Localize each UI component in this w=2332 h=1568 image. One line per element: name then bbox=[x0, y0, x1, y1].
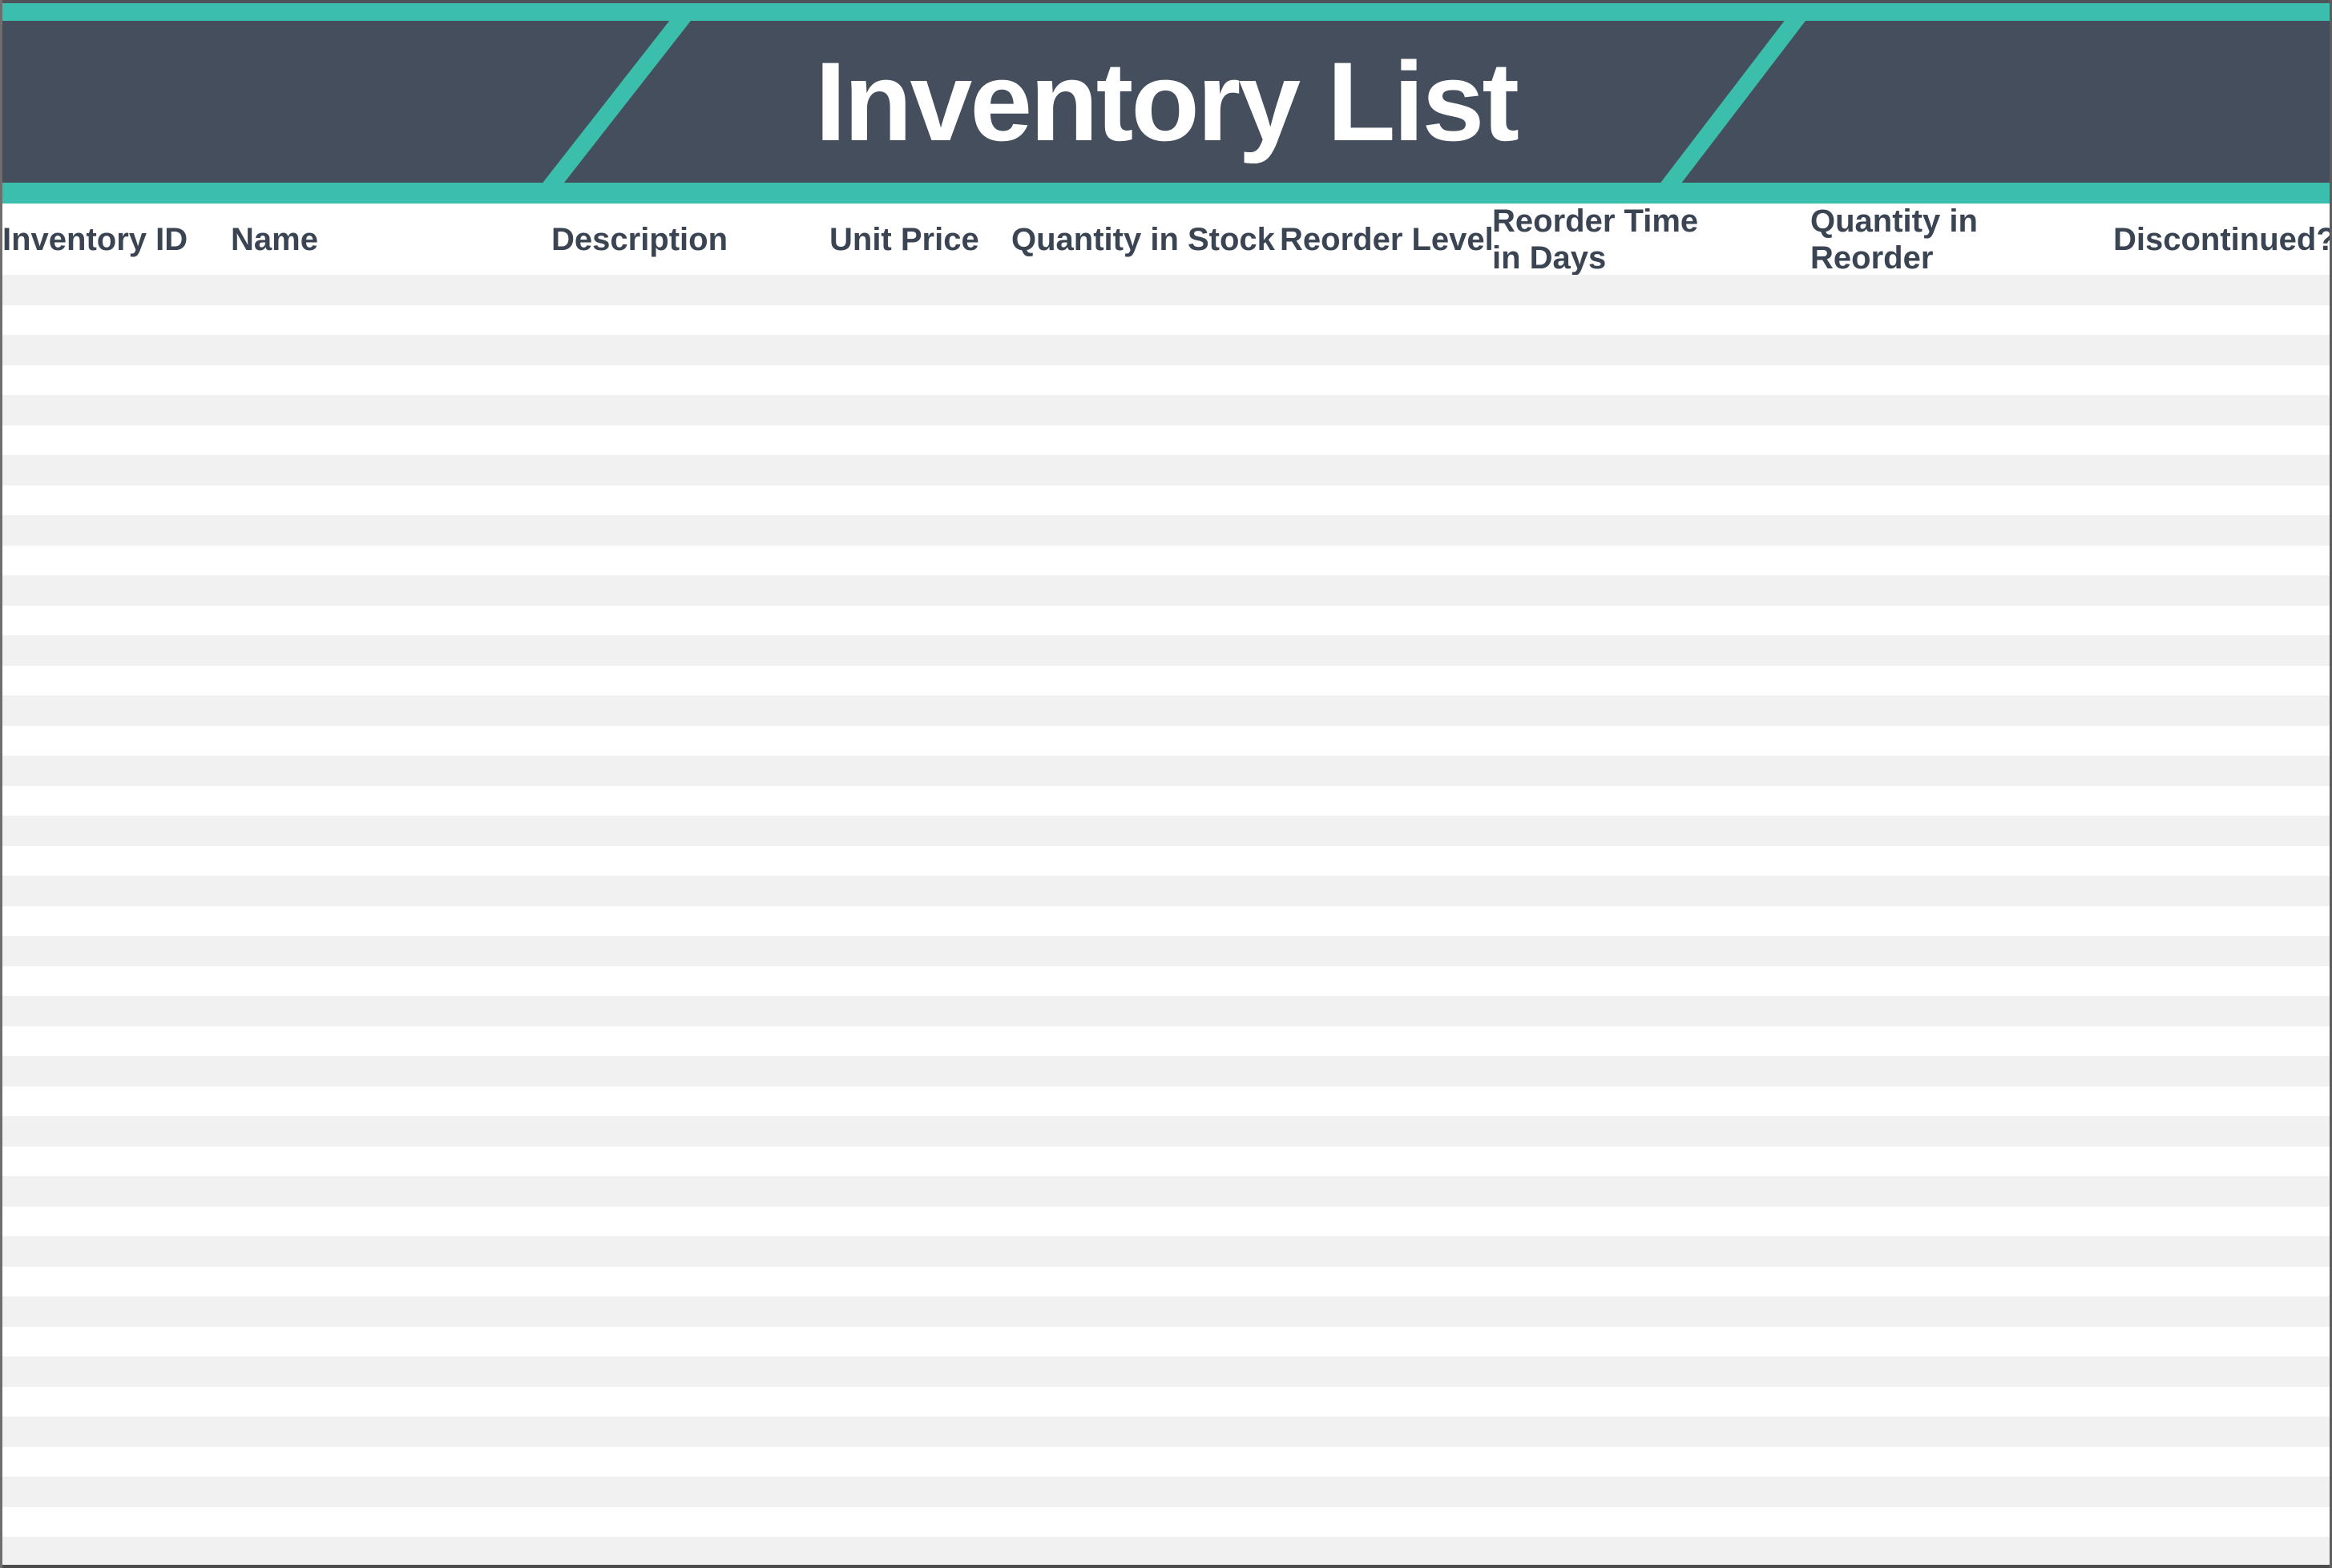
table-row[interactable] bbox=[0, 695, 2332, 726]
table-row[interactable] bbox=[0, 1056, 2332, 1086]
table-row[interactable] bbox=[0, 1176, 2332, 1207]
table-row[interactable] bbox=[0, 996, 2332, 1026]
table-row[interactable] bbox=[0, 1417, 2332, 1447]
table-row[interactable] bbox=[0, 425, 2332, 455]
table-row[interactable] bbox=[0, 1026, 2332, 1056]
table-row[interactable] bbox=[0, 1236, 2332, 1267]
frame-border-top bbox=[0, 0, 2332, 3]
table-row[interactable] bbox=[0, 845, 2332, 876]
frame-border-bottom bbox=[0, 1565, 2332, 1568]
table-row[interactable] bbox=[0, 455, 2332, 486]
table-row[interactable] bbox=[0, 1116, 2332, 1147]
column-header-name[interactable]: Name bbox=[231, 221, 318, 257]
column-header-unit-price[interactable]: Unit Price bbox=[829, 221, 979, 257]
table-row[interactable] bbox=[0, 785, 2332, 816]
banner-bottom-stripe bbox=[0, 183, 2332, 204]
table-row[interactable] bbox=[0, 1296, 2332, 1327]
title-banner: Inventory List bbox=[0, 0, 2332, 207]
table-row[interactable] bbox=[0, 605, 2332, 635]
frame-border-left bbox=[0, 0, 2, 1568]
frame-border-right bbox=[2330, 0, 2332, 1568]
table-row[interactable] bbox=[0, 816, 2332, 846]
table-row[interactable] bbox=[0, 725, 2332, 756]
banner-top-stripe bbox=[0, 3, 2332, 21]
column-header-quantity-in-reorder[interactable]: Quantity in Reorder bbox=[1810, 203, 1978, 276]
table-row[interactable] bbox=[0, 545, 2332, 575]
table-row[interactable] bbox=[0, 335, 2332, 365]
table-row[interactable] bbox=[0, 1356, 2332, 1387]
column-header-reorder-level[interactable]: Reorder Level bbox=[1280, 221, 1494, 257]
table-row[interactable] bbox=[0, 1206, 2332, 1236]
table-row[interactable] bbox=[0, 1266, 2332, 1296]
page-title: Inventory List bbox=[815, 38, 1519, 164]
column-header-description[interactable]: Description bbox=[551, 221, 728, 257]
table-row[interactable] bbox=[0, 395, 2332, 425]
table-row[interactable] bbox=[0, 665, 2332, 695]
table-row[interactable] bbox=[0, 304, 2332, 335]
table-row[interactable] bbox=[0, 876, 2332, 906]
table-row[interactable] bbox=[0, 575, 2332, 606]
column-header-inventory-id[interactable]: Inventory ID bbox=[2, 221, 188, 257]
table-row[interactable] bbox=[0, 1446, 2332, 1477]
table-row[interactable] bbox=[0, 1506, 2332, 1537]
table-row[interactable] bbox=[0, 1537, 2332, 1565]
table-header-row: Inventory ID Name Description Unit Price… bbox=[0, 203, 2332, 276]
table-row[interactable] bbox=[0, 1386, 2332, 1417]
table-row[interactable] bbox=[0, 1477, 2332, 1507]
table-row[interactable] bbox=[0, 756, 2332, 786]
table-row[interactable] bbox=[0, 1086, 2332, 1116]
banner-dark-band: Inventory List bbox=[0, 21, 2332, 183]
table-row[interactable] bbox=[0, 965, 2332, 996]
table-row[interactable] bbox=[0, 635, 2332, 666]
table-body bbox=[0, 275, 2332, 1565]
table-row[interactable] bbox=[0, 515, 2332, 546]
table-row[interactable] bbox=[0, 275, 2332, 305]
table-row[interactable] bbox=[0, 365, 2332, 395]
column-header-quantity-in-stock[interactable]: Quantity in Stock bbox=[1011, 221, 1275, 257]
column-header-discontinued[interactable]: Discontinued? bbox=[2113, 221, 2332, 257]
table-row[interactable] bbox=[0, 936, 2332, 966]
table-row[interactable] bbox=[0, 1326, 2332, 1356]
table-row[interactable] bbox=[0, 905, 2332, 936]
column-header-reorder-time-in-days[interactable]: Reorder Time in Days bbox=[1492, 203, 1699, 276]
table-row[interactable] bbox=[0, 485, 2332, 515]
table-row[interactable] bbox=[0, 1146, 2332, 1176]
